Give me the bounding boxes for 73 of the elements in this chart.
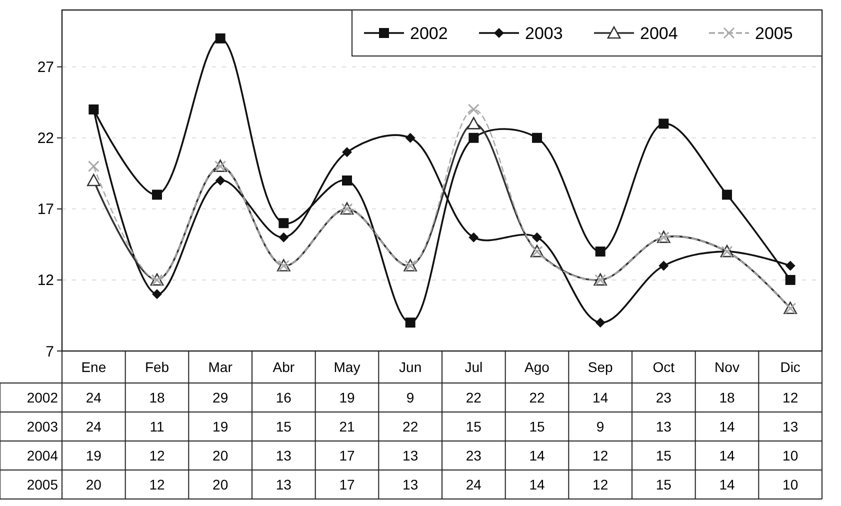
x-tick-label: Nov <box>714 358 740 375</box>
data-label: 14 <box>719 476 735 492</box>
x-tick-label: Oct <box>652 358 675 375</box>
text: 2004 <box>26 447 58 464</box>
data-label: 10 <box>782 447 798 464</box>
x-tick-label: Mar <box>208 358 233 375</box>
text: 2002 <box>26 389 58 406</box>
data-label: 13 <box>276 476 292 492</box>
x-tick-label: Abr <box>272 358 295 375</box>
x-tick-label: May <box>334 358 360 375</box>
data-label: 22 <box>402 418 418 434</box>
y-tick-label: 17 <box>37 201 54 218</box>
data-label: 15 <box>656 447 672 464</box>
data-label: 9 <box>596 418 604 434</box>
data-label: 12 <box>782 389 798 406</box>
text: 2005 <box>26 476 58 492</box>
data-label: 13 <box>402 476 418 492</box>
data-label: 12 <box>149 447 165 464</box>
data-label: 13 <box>276 447 292 464</box>
data-label: 13 <box>402 447 418 464</box>
data-label: 14 <box>529 447 545 464</box>
data-label: 23 <box>466 447 482 464</box>
y-tick-label: 12 <box>37 272 54 290</box>
y-tick-label: 27 <box>37 59 54 76</box>
data-label: 10 <box>782 476 798 492</box>
data-label: 17 <box>339 447 355 464</box>
legend-label: 2002 <box>410 24 448 43</box>
data-label: 23 <box>656 389 672 406</box>
data-label: 24 <box>466 476 482 492</box>
x-tick-label: Ene <box>81 358 106 375</box>
data-label: 14 <box>719 418 735 434</box>
legend-label: 2005 <box>755 24 793 43</box>
x-tick-label: Jul <box>464 358 483 375</box>
data-label: 12 <box>592 447 608 464</box>
data-label: 14 <box>719 447 735 464</box>
y-tick-label: 7 <box>46 343 54 360</box>
data-label: 16 <box>276 389 292 406</box>
y-tick-label: 22 <box>37 130 54 148</box>
data-label: 15 <box>276 418 292 434</box>
data-label: 24 <box>86 418 102 434</box>
data-label: 22 <box>466 389 482 406</box>
data-label: 9 <box>406 389 414 406</box>
data-label: 19 <box>212 418 228 434</box>
x-tick-label: Jun <box>399 358 422 375</box>
x-tick-label: Ago <box>524 358 550 375</box>
data-label: 12 <box>592 476 608 492</box>
data-label: 14 <box>592 389 608 406</box>
x-tick-label: Dic <box>780 358 800 375</box>
data-label: 21 <box>339 418 355 434</box>
data-label: 13 <box>782 418 798 434</box>
data-label: 12 <box>149 476 165 492</box>
data-label: 15 <box>529 418 545 434</box>
text: 2003 <box>26 418 58 434</box>
legend-label: 2004 <box>640 24 678 43</box>
data-label: 20 <box>212 447 228 464</box>
data-label: 15 <box>656 476 672 492</box>
data-label: 11 <box>150 418 164 434</box>
data-label: 14 <box>529 476 545 492</box>
legend-label: 2003 <box>525 24 563 43</box>
data-label: 19 <box>86 447 102 464</box>
data-label: 17 <box>339 476 355 492</box>
data-label: 19 <box>339 389 355 406</box>
x-tick-label: Feb <box>144 358 170 375</box>
data-label: 18 <box>149 389 165 406</box>
data-label: 15 <box>466 418 482 434</box>
data-label: 20 <box>212 476 228 492</box>
x-tick-label: Sep <box>588 358 613 375</box>
data-label: 24 <box>86 389 102 406</box>
data-label: 13 <box>656 418 672 434</box>
data-label: 20 <box>86 476 102 492</box>
data-label: 18 <box>719 389 735 406</box>
data-label: 22 <box>529 389 545 406</box>
data-label: 29 <box>212 389 228 406</box>
